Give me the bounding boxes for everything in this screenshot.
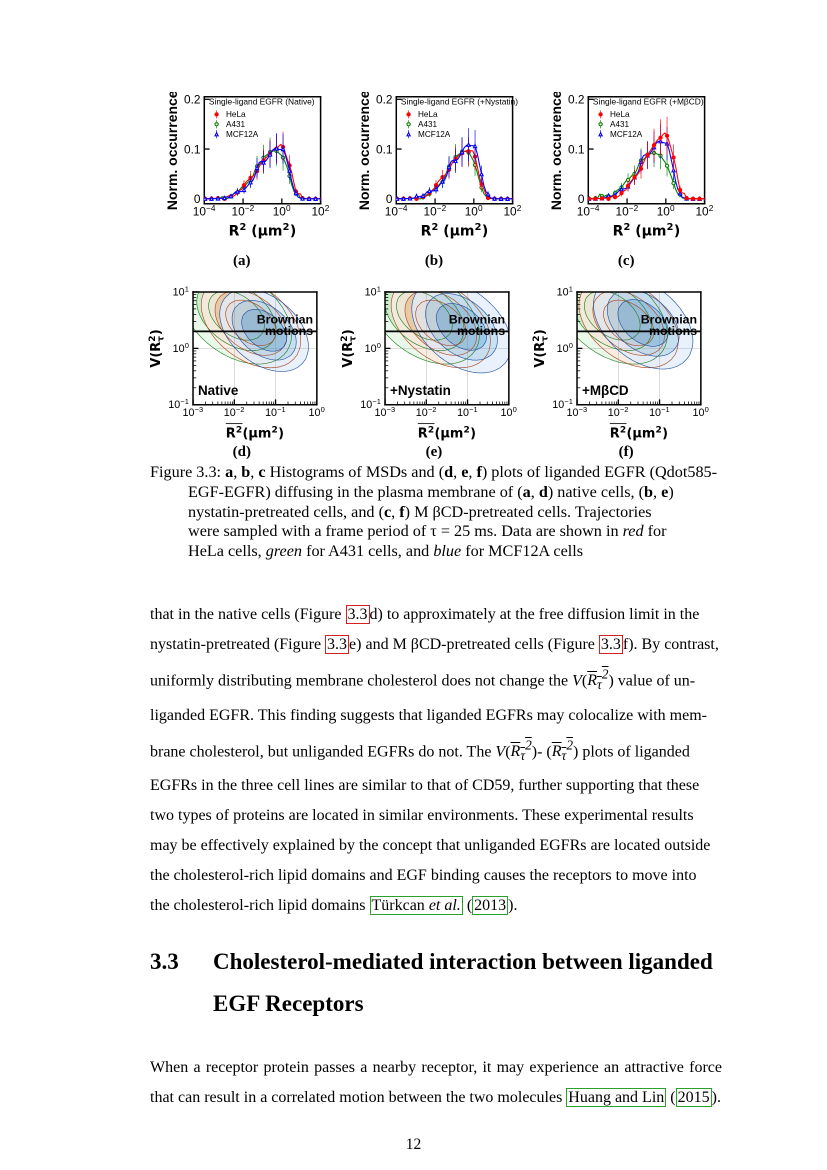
svg-text:A431: A431 <box>226 120 246 129</box>
svg-text:V ( R ) 2 τ: V ( R ) 2 τ <box>148 325 167 368</box>
svg-text:0.1: 0.1 <box>568 142 584 156</box>
svg-text:0.1: 0.1 <box>184 142 200 156</box>
svg-text:R ( μ m ) 2 2: R ( μ m ) 2 2 <box>418 417 481 441</box>
svg-text:Norm. occurrence: Norm. occurrence <box>164 92 180 210</box>
svg-text:+MβCD: +MβCD <box>582 383 629 398</box>
svg-text:HeLa: HeLa <box>226 110 246 119</box>
svg-text:0.2: 0.2 <box>376 93 392 107</box>
svg-text:MCF12A: MCF12A <box>418 130 451 139</box>
svg-text:1 0 1: 1 0 1 <box>365 284 381 299</box>
svg-text:MCF12A: MCF12A <box>610 130 643 139</box>
svg-text:V ( R ) 2 τ: V ( R ) 2 τ <box>340 325 359 368</box>
svg-text:0.2: 0.2 <box>184 93 200 107</box>
svg-text:0.2: 0.2 <box>568 93 584 107</box>
svg-text:A431: A431 <box>610 120 630 129</box>
svg-text:Single-ligand EGFR (Native): Single-ligand EGFR (Native) <box>209 96 315 106</box>
svg-text:Single-ligand EGFR (+Nystatin): Single-ligand EGFR (+Nystatin) <box>401 96 518 106</box>
svg-text:0: 0 <box>194 192 201 206</box>
svg-text:HeLa: HeLa <box>418 110 438 119</box>
svg-text:1 0 1: 1 0 1 <box>557 284 573 299</box>
svg-text:A431: A431 <box>418 120 438 129</box>
svg-text:R ( μ m ) 2 2: R ( μ m ) 2 2 <box>610 417 673 441</box>
svg-text:Norm. occurrence: Norm. occurrence <box>356 92 372 210</box>
svg-text:+Nystatin: +Nystatin <box>390 383 451 398</box>
svg-text:Native: Native <box>198 383 239 398</box>
svg-text:1 0 0: 1 0 0 <box>557 337 573 356</box>
svg-text:Norm. occurrence: Norm. occurrence <box>548 92 564 210</box>
svg-text:1 0 0: 1 0 0 <box>365 337 381 356</box>
svg-text:1 0 1: 1 0 1 <box>173 284 189 299</box>
svg-text:0: 0 <box>386 192 393 206</box>
svg-text:1 0 0: 1 0 0 <box>173 337 189 356</box>
svg-text:0: 0 <box>578 192 585 206</box>
svg-text:HeLa: HeLa <box>610 110 630 119</box>
svg-text:MCF12A: MCF12A <box>226 130 259 139</box>
svg-text:Single-ligand EGFR (+MβCD): Single-ligand EGFR (+MβCD) <box>593 96 704 106</box>
svg-text:0.1: 0.1 <box>376 142 392 156</box>
svg-text:V ( R ) 2 τ: V ( R ) 2 τ <box>532 325 551 368</box>
svg-text:R ( μ m ) 2 2: R ( μ m ) 2 2 <box>226 417 289 441</box>
